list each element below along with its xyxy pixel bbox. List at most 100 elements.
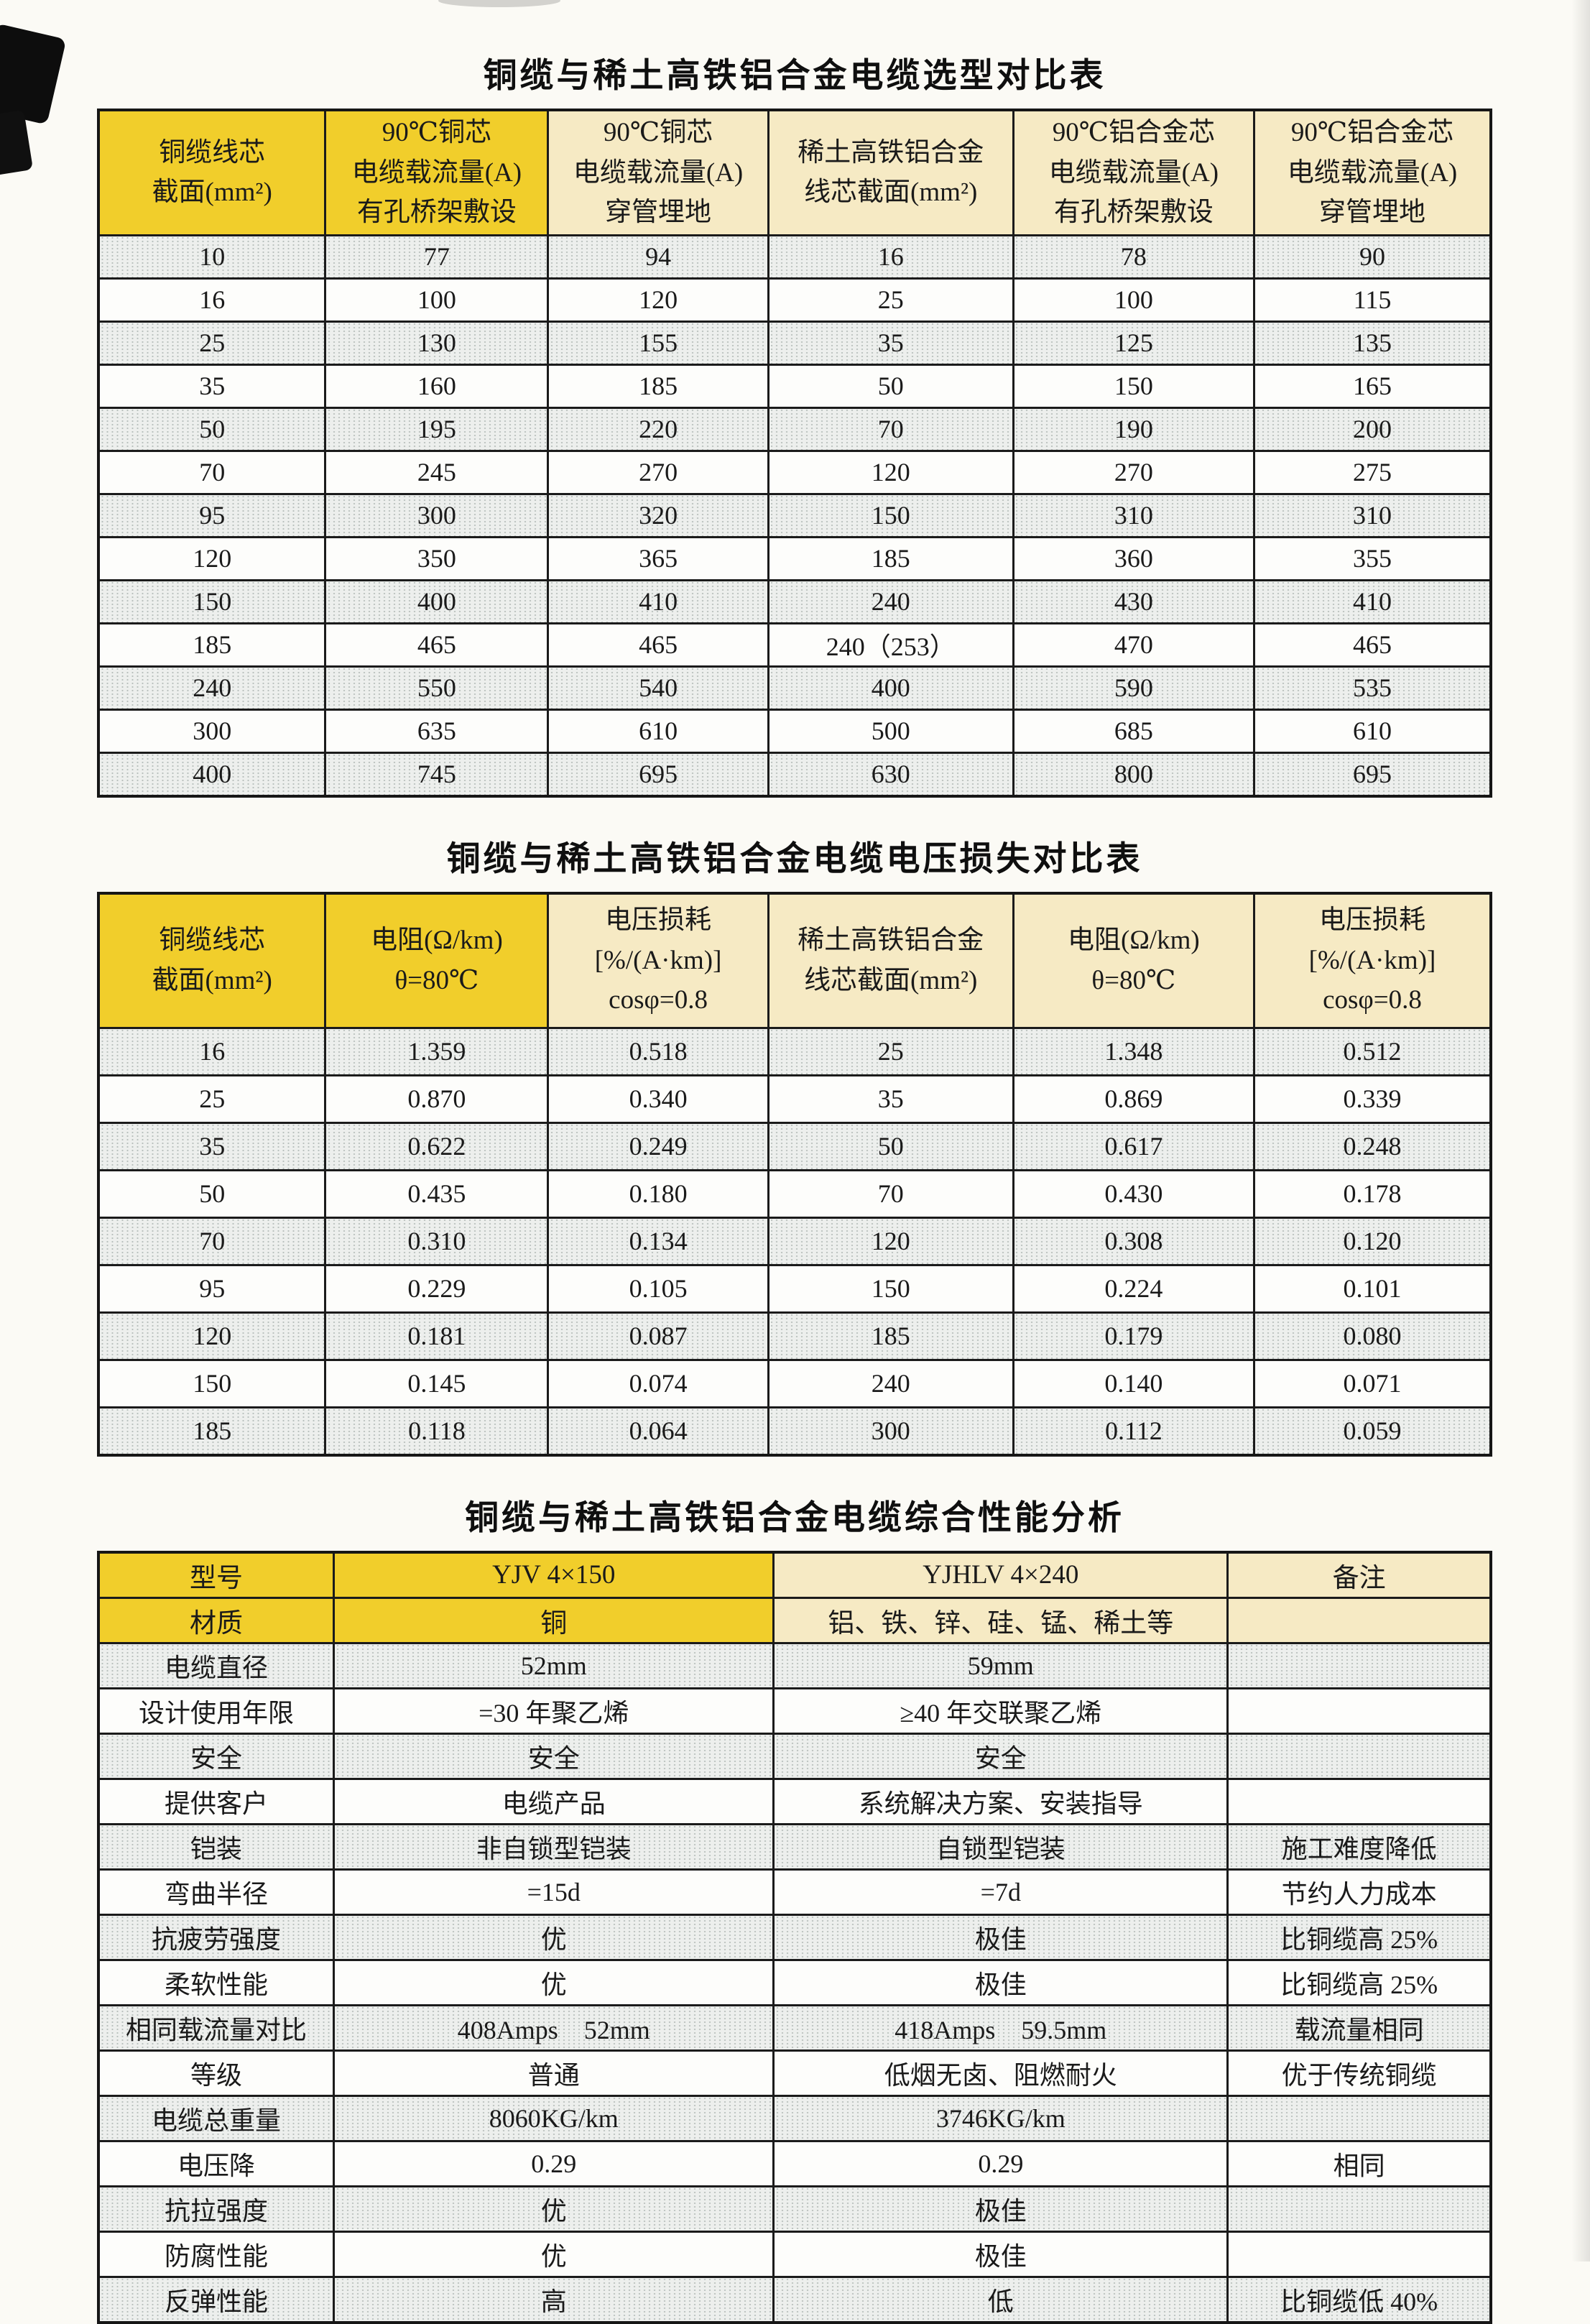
table-cell: 0.870 xyxy=(324,1074,550,1124)
column-header: 电压损耗 [%/(A·km)] cosφ=0.8 xyxy=(547,892,769,1029)
column-header: 电压损耗 [%/(A·km)] cosφ=0.8 xyxy=(1253,892,1492,1029)
table3-title: 铜缆与稀土高铁铝合金电缆综合性能分析 xyxy=(465,1499,1124,1537)
alloy-cable-cell: 极佳 xyxy=(772,2230,1229,2278)
table-cell: 120 xyxy=(547,277,769,323)
table-cell: 25 xyxy=(767,1026,1014,1076)
note-cell xyxy=(1226,1596,1492,1644)
copper-cable-cell: 优 xyxy=(333,2230,775,2278)
table-row: 35 160 185 50 150 165 xyxy=(97,363,1492,409)
table-cell: 695 xyxy=(1253,751,1492,797)
copper-cable-cell: 0.29 xyxy=(333,2139,775,2187)
table-row: 铠装 非自锁型铠装 自锁型铠装 施工难度降低 xyxy=(97,1822,1492,1871)
table-cell: 0.134 xyxy=(547,1216,769,1266)
table-cell: 1.348 xyxy=(1012,1026,1256,1076)
scan-artifact xyxy=(0,23,67,125)
table-cell: 685 xyxy=(1012,708,1256,754)
alloy-cable-cell: 低 xyxy=(772,2275,1229,2323)
note-cell: 相同 xyxy=(1226,2139,1492,2187)
table3-body: 型号 YJV 4×150 YJHLV 4×240 备注 材质 铜 铝、铁、锌、硅… xyxy=(97,1551,1492,2323)
note-cell: 比铜缆高 25% xyxy=(1226,1913,1492,1961)
note-cell xyxy=(1226,1641,1492,1689)
table-cell: 0.071 xyxy=(1253,1358,1492,1408)
property-label-cell: 电压降 xyxy=(97,2139,336,2187)
note-cell: 优于传统铜缆 xyxy=(1226,2049,1492,2097)
table-row: 50 195 220 70 190 200 xyxy=(97,406,1492,452)
table-cell: 800 xyxy=(1012,751,1256,797)
table-cell: 100 xyxy=(324,277,550,323)
table-row: 10 77 94 16 78 90 xyxy=(97,234,1492,280)
table-cell: 94 xyxy=(547,234,769,280)
table-cell: 16 xyxy=(97,277,327,323)
property-label-cell: 设计使用年限 xyxy=(97,1687,336,1735)
alloy-cable-cell: =7d xyxy=(772,1868,1229,1916)
property-label-cell: 抗疲劳强度 xyxy=(97,1913,336,1961)
table-cell: 610 xyxy=(547,708,769,754)
table-cell: 240（253） xyxy=(767,622,1014,668)
table-cell: 115 xyxy=(1253,277,1492,323)
table-cell: 360 xyxy=(1012,535,1256,581)
table-row: 185 0.118 0.064 300 0.112 0.059 xyxy=(97,1406,1492,1456)
table-cell: 0.059 xyxy=(1253,1406,1492,1456)
table-cell: 25 xyxy=(97,1074,327,1124)
table-cell: 300 xyxy=(324,492,550,538)
table-row: 25 0.870 0.340 35 0.869 0.339 xyxy=(97,1074,1492,1124)
table-cell: 535 xyxy=(1253,665,1492,711)
table-cell: 745 xyxy=(324,751,550,797)
property-label-cell: 铠装 xyxy=(97,1822,336,1871)
table-cell: 0.140 xyxy=(1012,1358,1256,1408)
note-cell xyxy=(1226,1732,1492,1780)
table-cell: 270 xyxy=(547,449,769,495)
table-cell: 270 xyxy=(1012,449,1256,495)
table-cell: 185 xyxy=(547,363,769,409)
table-cell: 135 xyxy=(1253,320,1492,366)
table-row: 型号 YJV 4×150 YJHLV 4×240 备注 xyxy=(97,1551,1492,1599)
copper-cable-cell: =30 年聚乙烯 xyxy=(333,1687,775,1735)
table-cell: 50 xyxy=(97,406,327,452)
table-cell: 0.105 xyxy=(547,1263,769,1314)
table-cell: 50 xyxy=(767,1121,1014,1171)
table-cell: 185 xyxy=(97,1406,327,1456)
table-cell: 590 xyxy=(1012,665,1256,711)
table-cell: 0.074 xyxy=(547,1358,769,1408)
table-cell: 150 xyxy=(97,1358,327,1408)
table-row: 400 745 695 630 800 695 xyxy=(97,751,1492,797)
table-cell: 0.180 xyxy=(547,1168,769,1219)
table-cell: 78 xyxy=(1012,234,1256,280)
table-row: 300 635 610 500 685 610 xyxy=(97,708,1492,754)
property-label-cell: 材质 xyxy=(97,1596,336,1644)
copper-cable-cell: 高 xyxy=(333,2275,775,2323)
table-cell: 25 xyxy=(767,277,1014,323)
property-label-cell: 防腐性能 xyxy=(97,2230,336,2278)
copper-cable-cell: 普通 xyxy=(333,2049,775,2097)
table-row: 提供客户 电缆产品 系统解决方案、安装指导 xyxy=(97,1777,1492,1825)
table-cell: 185 xyxy=(97,622,327,668)
table-cell: 90 xyxy=(1253,234,1492,280)
note-cell: 比铜缆高 25% xyxy=(1226,1958,1492,2006)
copper-cable-cell: 优 xyxy=(333,2185,775,2233)
column-header: 稀土高铁铝合金 线芯截面(mm²) xyxy=(767,892,1014,1029)
table1-title: 铜缆与稀土高铁铝合金电缆选型对比表 xyxy=(483,57,1106,95)
copper-cable-cell: 非自锁型铠装 xyxy=(333,1822,775,1871)
table-cell: 0.145 xyxy=(324,1358,550,1408)
table-row: 25 130 155 35 125 135 xyxy=(97,320,1492,366)
table-cell: 400 xyxy=(97,751,327,797)
table-cell: 120 xyxy=(767,449,1014,495)
performance-analysis-table: 型号 YJV 4×150 YJHLV 4×240 备注 材质 铜 铝、铁、锌、硅… xyxy=(97,1550,1492,2324)
table-cell: 310 xyxy=(1012,492,1256,538)
table-cell: 410 xyxy=(547,578,769,624)
note-cell xyxy=(1226,2094,1492,2142)
property-label-cell: 电缆直径 xyxy=(97,1641,336,1689)
table-cell: 630 xyxy=(767,751,1014,797)
table-cell: 240 xyxy=(97,665,327,711)
alloy-cable-cell: 系统解决方案、安装指导 xyxy=(772,1777,1229,1825)
column-header: 电阻(Ω/km) θ=80℃ xyxy=(324,892,550,1029)
column-header: 铜缆线芯 截面(mm²) xyxy=(97,892,327,1029)
table-row: 弯曲半径 =15d =7d 节约人力成本 xyxy=(97,1868,1492,1916)
table-cell: 0.869 xyxy=(1012,1074,1256,1124)
table1-header-row: 铜缆线芯 截面(mm²) 90℃铜芯 电缆载流量(A) 有孔桥架敷设 90℃铜芯 电… xyxy=(97,109,1492,236)
column-header: 90℃铜芯 电缆载流量(A) 穿管埋地 xyxy=(547,109,769,236)
copper-cable-cell: 铜 xyxy=(333,1596,775,1644)
property-label-cell: 抗拉强度 xyxy=(97,2185,336,2233)
table-row: 等级 普通 低烟无卤、阻燃耐火 优于传统铜缆 xyxy=(97,2049,1492,2097)
